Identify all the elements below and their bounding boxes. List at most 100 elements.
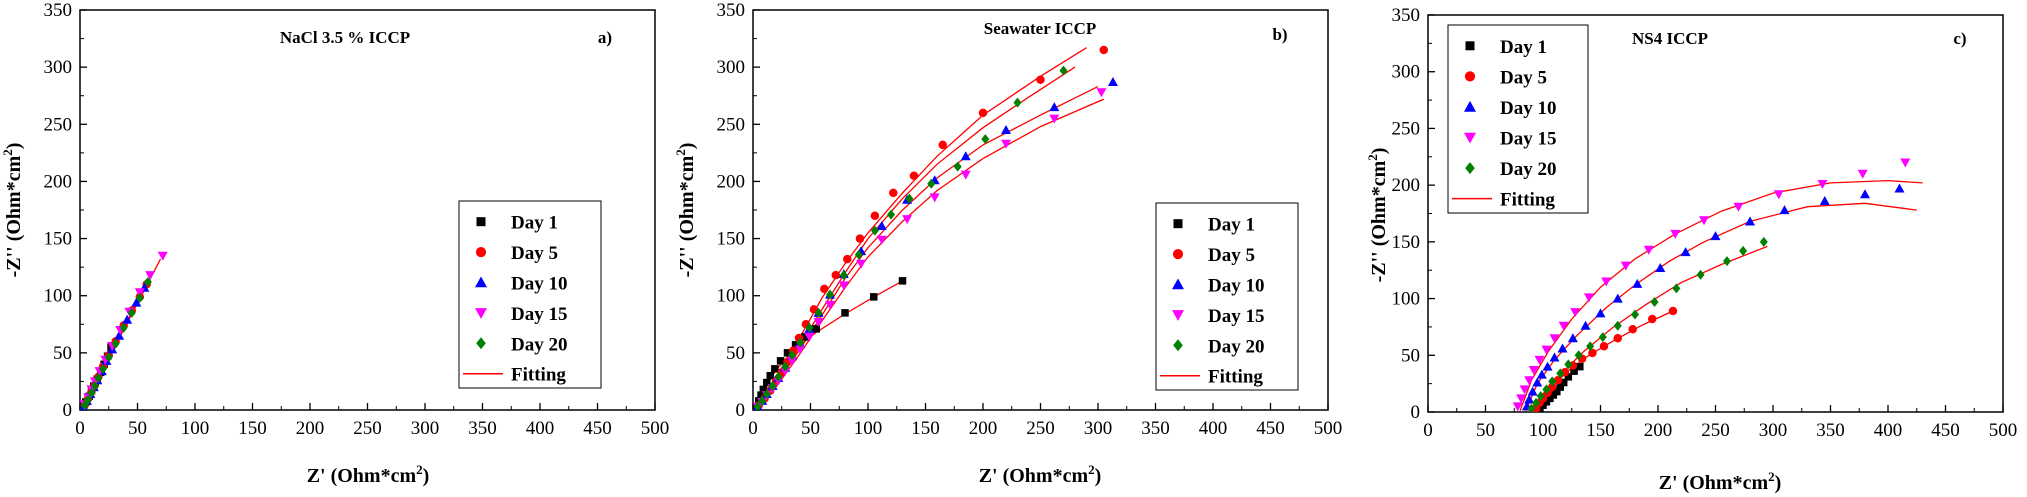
legend-box (1447, 24, 1589, 214)
y-tick-label: 50 (726, 343, 745, 364)
data-point (99, 363, 107, 374)
data-point (1536, 391, 1545, 402)
plot-area (1512, 158, 1923, 412)
series-day-10 (753, 77, 1118, 410)
data-point (838, 281, 849, 291)
x-tick-label: 50 (1476, 420, 1495, 441)
data-point (813, 318, 824, 327)
legend-label: Day 5 (511, 243, 558, 264)
x-tick-label: 450 (1256, 418, 1285, 439)
data-point (1013, 97, 1022, 108)
data-point (825, 300, 836, 310)
plot-area (753, 45, 1118, 410)
data-point (1648, 314, 1657, 324)
data-point (876, 221, 887, 230)
legend-fit-label: Fitting (1500, 190, 1555, 211)
data-point (119, 322, 128, 333)
x-tick-label: 250 (1026, 418, 1055, 439)
panel-title: NaCl 3.5 % ICCP (280, 28, 410, 47)
legend-label: Day 1 (511, 213, 558, 234)
series-day-20 (753, 65, 1068, 410)
y-tick-label: 0 (736, 400, 746, 421)
data-point (795, 345, 806, 355)
data-point (1001, 139, 1011, 149)
legend-marker (1173, 339, 1183, 352)
y-tick-label: 250 (717, 114, 746, 135)
data-point (753, 401, 762, 410)
legend: Day 1 Day 5 Day 10 Day 15 Day 20 Fitting (458, 200, 602, 389)
legend-marker (1464, 71, 1476, 82)
data-point (1628, 324, 1637, 334)
data-point (1570, 308, 1581, 318)
data-point (1576, 362, 1584, 371)
data-point (1613, 320, 1622, 331)
data-point (1632, 278, 1643, 288)
fit-line-day-10 (1525, 202, 1917, 412)
data-point (1773, 190, 1784, 200)
data-point (1723, 256, 1731, 267)
legend-marker (1172, 310, 1184, 321)
y-tick-label: 200 (717, 171, 746, 192)
panel-title: Seawater ICCP (984, 19, 1097, 38)
legend-marker (1173, 219, 1183, 229)
data-point (831, 270, 841, 280)
x-tick-label: 200 (296, 418, 325, 439)
data-point (1620, 261, 1631, 271)
legend-marker (476, 337, 486, 350)
y-tick-label: 350 (44, 0, 73, 21)
x-tick-label: 500 (1989, 420, 2018, 441)
y-tick-label: 350 (1392, 5, 1421, 26)
legend-label: Day 20 (1208, 336, 1264, 357)
data-point (1900, 158, 1911, 168)
data-point (1699, 216, 1709, 226)
data-point (1516, 394, 1527, 404)
data-point (1598, 332, 1607, 343)
data-point (1643, 245, 1654, 255)
plot-area (80, 251, 168, 410)
data-point (1584, 293, 1594, 303)
legend-marker (475, 276, 487, 288)
data-point (855, 234, 865, 243)
data-point (122, 314, 133, 324)
fit-line-day-5 (755, 47, 1087, 410)
data-point (1680, 247, 1691, 257)
x-tick-label: 0 (75, 418, 85, 439)
data-point (981, 134, 990, 145)
legend-label: Day 1 (1208, 215, 1255, 236)
data-point (111, 338, 120, 349)
y-tick-label: 300 (44, 57, 73, 78)
data-point (812, 325, 820, 333)
data-point (143, 277, 152, 287)
data-point (1696, 269, 1705, 280)
data-point (1650, 296, 1659, 307)
data-point (787, 356, 798, 366)
x-tick-label: 100 (1529, 420, 1558, 441)
y-tick-label: 150 (717, 229, 746, 250)
legend-label: Day 10 (1500, 98, 1556, 119)
data-point (763, 378, 771, 387)
x-tick-label: 0 (1423, 420, 1433, 441)
data-point (1567, 333, 1578, 343)
data-point (1549, 334, 1560, 344)
data-point (1564, 359, 1573, 370)
fit-line-day-20 (755, 66, 1076, 410)
y-tick-label: 200 (44, 171, 73, 192)
data-point (783, 349, 792, 357)
data-point (791, 341, 800, 349)
data-point (762, 389, 771, 399)
x-tick-label: 300 (1759, 420, 1788, 441)
data-point (953, 161, 962, 172)
legend-label: Day 5 (1500, 67, 1547, 88)
data-point (1532, 377, 1543, 387)
data-point (1631, 309, 1639, 320)
x-tick-label: 450 (583, 418, 612, 439)
y-tick-label: 350 (717, 0, 746, 21)
chart-panel-3: 0 50 100 150 200 250 300 350 400 450 500 0 50 100 150 2… (1365, 5, 2017, 494)
data-point (1580, 320, 1591, 330)
data-point (1655, 262, 1666, 272)
data-point (1759, 236, 1768, 247)
chart-panel-1: 0 50 100 150 200 250 300 350 400 450 500 0 50 100 150 2… (0, 0, 669, 487)
x-tick-label: 0 (748, 418, 758, 439)
legend-label: Day 10 (1208, 275, 1264, 296)
data-point (780, 367, 791, 377)
